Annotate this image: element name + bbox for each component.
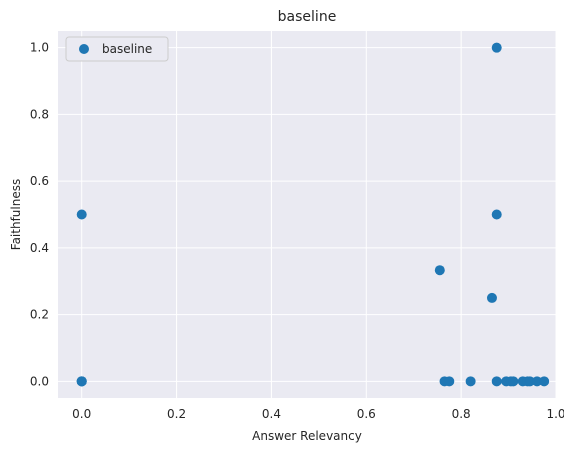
x-tick-label: 1.0 <box>546 407 564 421</box>
scatter-point <box>539 376 550 387</box>
scatter-point <box>434 265 445 276</box>
chart-title: baseline <box>278 9 337 25</box>
x-tick-label: 0.2 <box>167 407 186 421</box>
x-tick-label: 0.6 <box>357 407 376 421</box>
scatter-point <box>524 376 535 387</box>
scatter-point <box>76 376 87 387</box>
legend-marker <box>79 44 89 54</box>
legend: baseline <box>65 36 169 62</box>
scatter-point <box>491 42 502 53</box>
scatter-point <box>508 376 519 387</box>
scatter-point <box>491 376 502 387</box>
x-tick-label: 0.8 <box>452 407 471 421</box>
y-tick-label: 0.2 <box>30 308 49 322</box>
legend-box <box>65 36 169 62</box>
y-axis-label: Faithfulness <box>9 179 23 250</box>
data-points <box>76 42 550 387</box>
y-tick-label: 0.8 <box>30 107 49 121</box>
y-tick-label: 0.0 <box>30 374 49 388</box>
scatter-point <box>486 292 497 303</box>
plot-area <box>58 31 556 398</box>
y-tick-label: 0.6 <box>30 174 49 188</box>
scatter-point <box>491 209 502 220</box>
scatter-point <box>444 376 455 387</box>
scatter-point <box>76 209 87 220</box>
scatter-point <box>532 376 543 387</box>
x-axis-label: Answer Relevancy <box>252 429 362 443</box>
scatter-point <box>465 376 476 387</box>
x-axis-ticks: 0.0 0.2 0.4 0.6 0.8 1.0 <box>72 407 564 421</box>
y-axis-ticks: 0.0 0.2 0.4 0.6 0.8 1.0 <box>30 41 49 389</box>
legend-label: baseline <box>102 42 152 56</box>
y-tick-label: 0.4 <box>30 241 49 255</box>
y-tick-label: 1.0 <box>30 41 49 55</box>
x-tick-label: 0.4 <box>262 407 281 421</box>
x-tick-label: 0.0 <box>72 407 91 421</box>
